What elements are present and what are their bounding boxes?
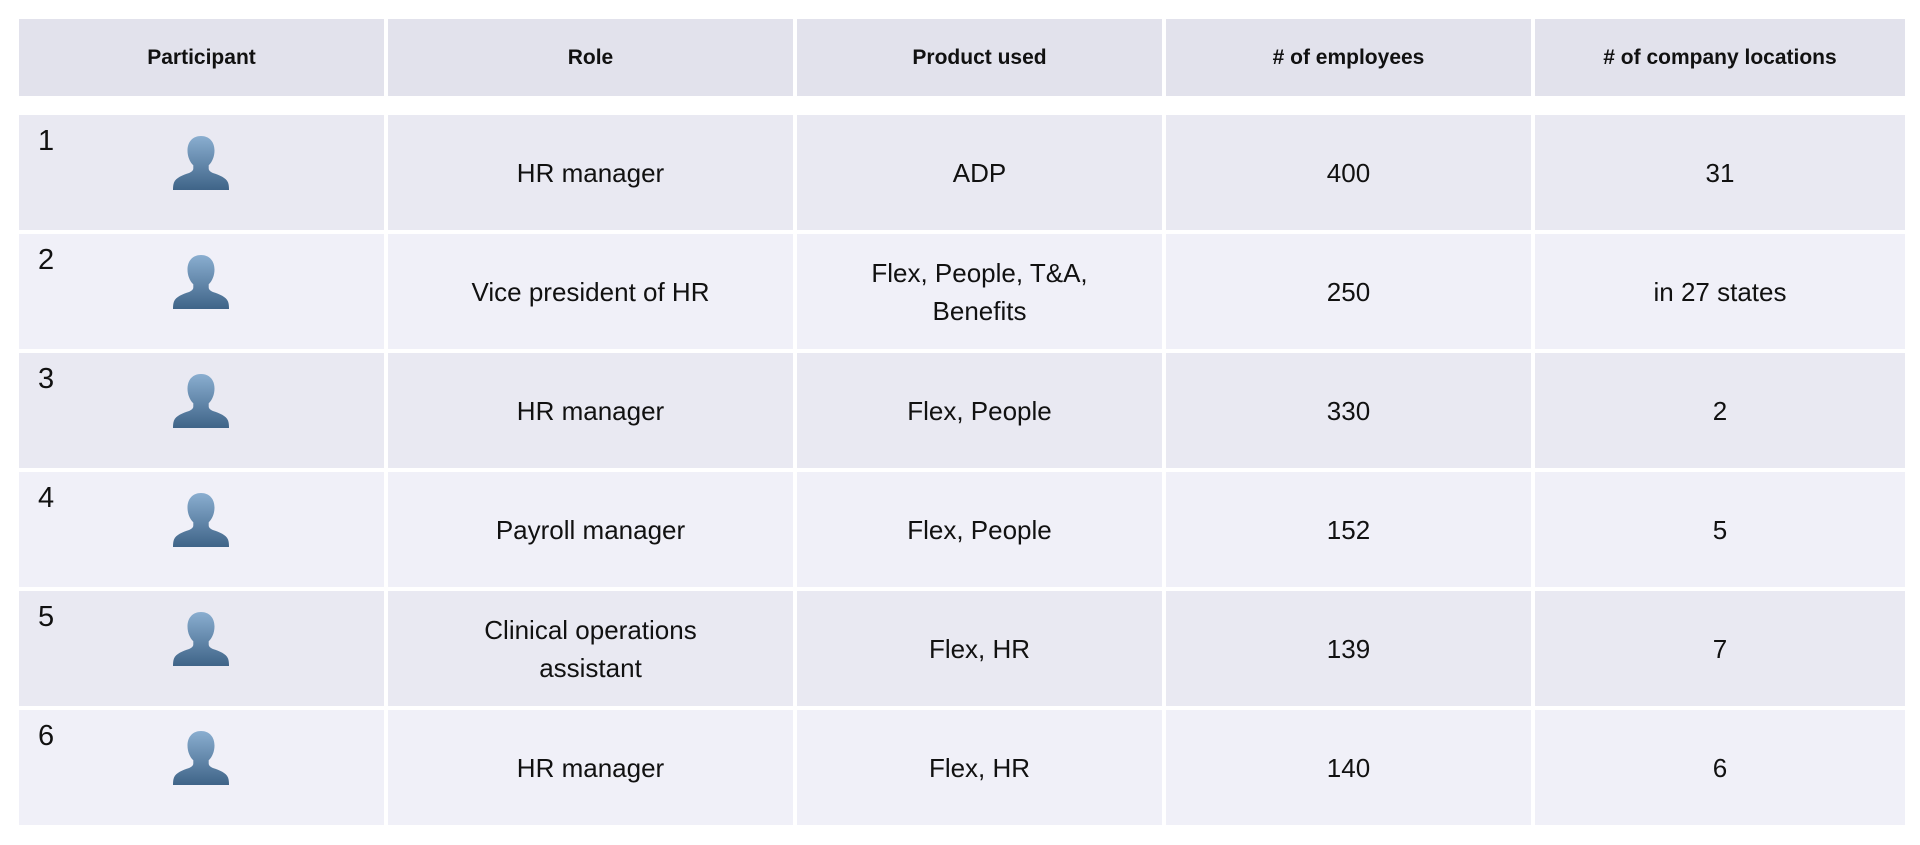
locations-cell: 31 [1535, 115, 1905, 230]
participant-cell: 4 [19, 472, 384, 587]
participant-cell: 2 [19, 234, 384, 349]
header-participant: Participant [19, 19, 384, 96]
user-silhouette-icon [172, 610, 230, 668]
table-row: 1 HR manager ADP 400 31 [19, 115, 1905, 230]
participant-number: 6 [38, 720, 55, 752]
participant-cell: 3 [19, 353, 384, 468]
role-cell: Vice president of HR [388, 234, 793, 349]
employees-cell: 330 [1166, 353, 1531, 468]
locations-cell: 6 [1535, 710, 1905, 825]
locations-cell: in 27 states [1535, 234, 1905, 349]
product-cell: Flex, HR [797, 591, 1162, 706]
user-silhouette-icon [172, 134, 230, 192]
participants-table: Participant Role Product used # of emplo… [19, 19, 1905, 829]
participant-number: 5 [38, 601, 55, 633]
header-company-locations: # of company locations [1535, 19, 1905, 96]
header-employees: # of employees [1166, 19, 1531, 96]
table-row: 2 Vice president of HR Flex, People, T&A… [19, 234, 1905, 349]
locations-cell: 5 [1535, 472, 1905, 587]
role-cell: HR manager [388, 353, 793, 468]
user-silhouette-icon [172, 729, 230, 787]
table-row: 3 HR manager Flex, People 330 2 [19, 353, 1905, 468]
header-role: Role [388, 19, 793, 96]
table-row: 6 HR manager Flex, HR 140 6 [19, 710, 1905, 825]
employees-cell: 400 [1166, 115, 1531, 230]
locations-cell: 7 [1535, 591, 1905, 706]
product-cell: Flex, People [797, 353, 1162, 468]
participant-number: 4 [38, 482, 55, 514]
header-product-used: Product used [797, 19, 1162, 96]
table-header-row: Participant Role Product used # of emplo… [19, 19, 1905, 96]
user-silhouette-icon [172, 491, 230, 549]
product-cell: Flex, People [797, 472, 1162, 587]
user-silhouette-icon [172, 253, 230, 311]
product-cell: Flex, People, T&A, Benefits [797, 234, 1162, 349]
product-cell: Flex, HR [797, 710, 1162, 825]
role-cell: Payroll manager [388, 472, 793, 587]
participant-number: 1 [38, 125, 55, 157]
employees-cell: 250 [1166, 234, 1531, 349]
table-row: 4 Payroll manager Flex, People 152 5 [19, 472, 1905, 587]
participant-number: 3 [38, 363, 55, 395]
role-cell: Clinical operations assistant [388, 591, 793, 706]
participant-cell: 1 [19, 115, 384, 230]
employees-cell: 140 [1166, 710, 1531, 825]
participant-cell: 5 [19, 591, 384, 706]
locations-cell: 2 [1535, 353, 1905, 468]
employees-cell: 139 [1166, 591, 1531, 706]
role-cell: HR manager [388, 710, 793, 825]
product-cell: ADP [797, 115, 1162, 230]
role-cell: HR manager [388, 115, 793, 230]
participant-cell: 6 [19, 710, 384, 825]
employees-cell: 152 [1166, 472, 1531, 587]
participant-number: 2 [38, 244, 55, 276]
table-row: 5 Clinical operations assistant Flex, HR… [19, 591, 1905, 706]
user-silhouette-icon [172, 372, 230, 430]
